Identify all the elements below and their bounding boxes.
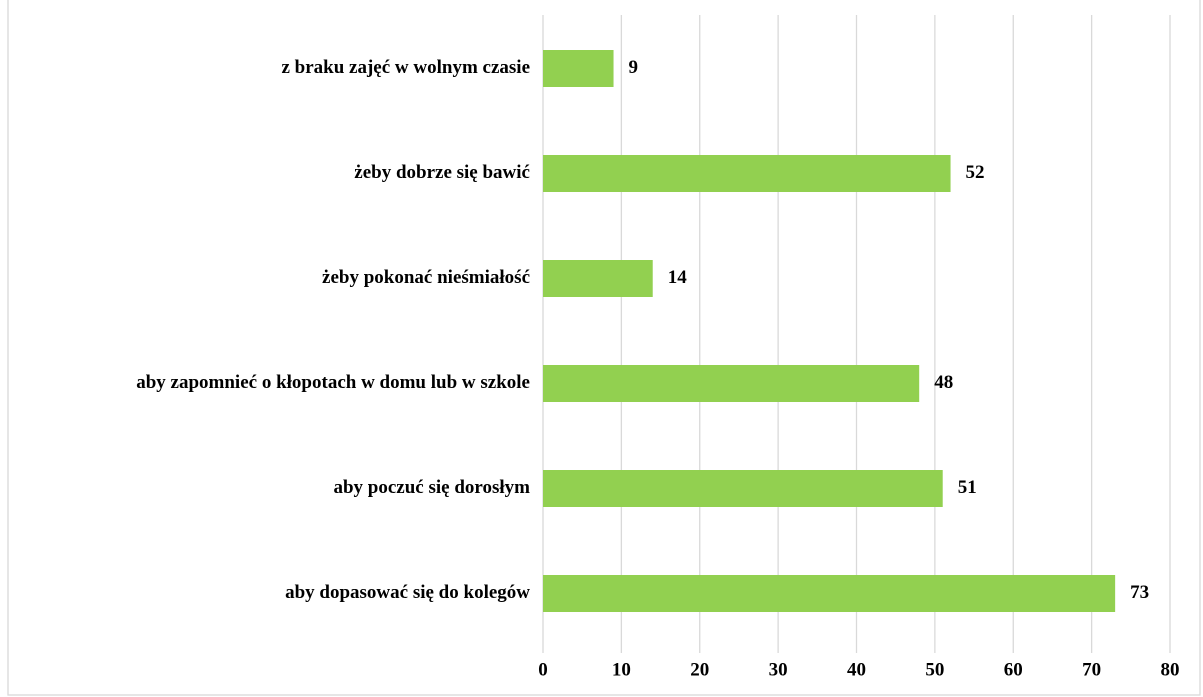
x-tick-label: 80 <box>1161 659 1180 680</box>
y-tick-label: żeby pokonać nieśmiałość <box>322 267 530 288</box>
value-label: 48 <box>934 372 953 393</box>
x-tick-label: 40 <box>847 659 866 680</box>
bar <box>543 365 920 402</box>
x-tick-label: 30 <box>769 659 788 680</box>
x-tick-label: 50 <box>925 659 944 680</box>
bar <box>543 470 943 507</box>
x-tick-label: 70 <box>1082 659 1101 680</box>
y-tick-label: aby dopasować się do kolegów <box>285 582 530 603</box>
value-label: 51 <box>958 477 977 498</box>
x-tick-label: 60 <box>1004 659 1023 680</box>
x-tick-label: 0 <box>538 659 548 680</box>
bar <box>543 155 951 192</box>
value-label: 9 <box>629 57 639 78</box>
y-tick-label: aby poczuć się dorosłym <box>333 477 530 498</box>
bar <box>543 50 614 87</box>
y-tick-label: żeby dobrze się bawić <box>354 162 530 183</box>
value-label: 73 <box>1130 582 1149 603</box>
y-tick-label: z braku zajęć w wolnym czasie <box>281 57 530 78</box>
y-tick-label: aby zapomnieć o kłopotach w domu lub w s… <box>136 372 530 393</box>
bar <box>543 575 1116 612</box>
chart-frame <box>7 0 1201 696</box>
x-tick-label: 20 <box>690 659 709 680</box>
value-label: 14 <box>668 267 688 288</box>
x-tick-label: 10 <box>612 659 631 680</box>
value-label: 52 <box>966 162 985 183</box>
bar <box>543 260 653 297</box>
